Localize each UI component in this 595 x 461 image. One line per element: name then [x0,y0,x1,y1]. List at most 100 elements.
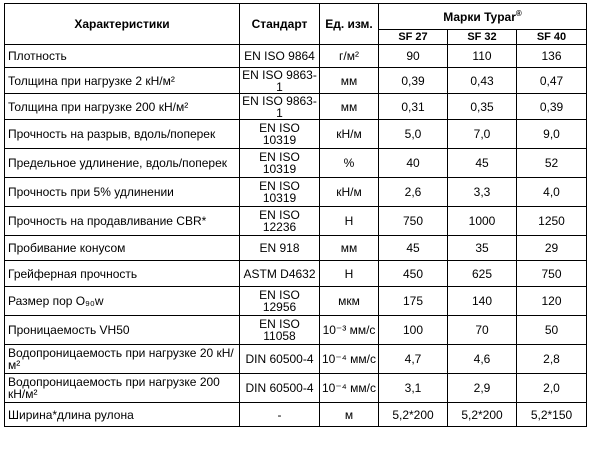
standard-cell: DIN 60500-4 [239,344,320,374]
brand-header: SF 40 [516,29,587,45]
standard-cell: EN ISO 10319 [239,148,320,178]
value-cell: 52 [516,148,587,178]
standard-header: Стандарт [239,3,320,45]
value-cell: 0,39 [516,93,587,120]
unit-cell: мм [319,93,379,120]
standard-cell: EN ISO 12236 [239,206,320,236]
feature-cell: Водопроницаемость при нагрузке 20 кН/м² [4,344,240,374]
value-cell: 35 [447,235,517,261]
feature-cell: Предельное удлинение, вдоль/поперек [4,148,240,178]
unit-cell: Н [319,260,379,287]
value-cell: 175 [378,286,448,316]
brands-header: Марки Typar® [378,3,587,30]
table-row: Размер пор O₉₀w EN ISO 12956 мкм 175 140 120 [4,286,587,316]
value-cell: 625 [447,260,517,287]
brand-header: SF 32 [447,29,517,45]
feature-cell: Размер пор O₉₀w [4,286,240,316]
unit-cell: мм [319,235,379,261]
feature-cell: Водопроницаемость при нагрузке 200 кН/м² [4,373,240,403]
brand-header: SF 27 [378,29,448,45]
table-body: Плотность EN ISO 9864 г/м² 90 110 136 Толщина … [4,44,587,427]
value-cell: 0,43 [447,67,517,94]
value-cell: 70 [447,315,517,345]
value-cell: 750 [378,206,448,236]
standard-cell: EN ISO 9863-1 [239,67,320,94]
value-cell: 40 [378,148,448,178]
table-row: Прочность на продавливание CBR* EN ISO 12… [4,206,587,236]
value-cell: 0,39 [378,67,448,94]
value-cell: 3,1 [378,373,448,403]
unit-cell: 10⁻⁴ мм/с [319,373,379,403]
feature-header: Характеристики [4,3,240,45]
feature-cell: Пробивание конусом [4,235,240,261]
unit-cell: мм [319,67,379,94]
value-cell: 750 [516,260,587,287]
value-cell: 9,0 [516,119,587,149]
value-cell: 0,47 [516,67,587,94]
value-cell: 450 [378,260,448,287]
standard-cell: EN ISO 10319 [239,119,320,149]
feature-cell: Прочность на продавливание CBR* [4,206,240,236]
unit-cell: кН/м [319,177,379,207]
value-cell: 140 [447,286,517,316]
unit-cell: 10⁻³ мм/с [319,315,379,345]
feature-cell: Прочность при 5% удлинении [4,177,240,207]
value-cell: 7,0 [447,119,517,149]
value-cell: 4,7 [378,344,448,374]
value-cell: 90 [378,44,448,68]
value-cell: 0,31 [378,93,448,120]
table-row: Проницаемость VH50 EN ISO 11058 10⁻³ мм/с 1… [4,315,587,345]
unit-cell: кН/м [319,119,379,149]
table-row: Прочность при 5% удлинении EN ISO 10319 кН… [4,177,587,207]
table-row: Толщина при нагрузке 200 кН/м² EN ISO 986… [4,93,587,120]
value-cell: 110 [447,44,517,68]
value-cell: 120 [516,286,587,316]
feature-cell: Проницаемость VH50 [4,315,240,345]
unit-cell: мкм [319,286,379,316]
value-cell: 100 [378,315,448,345]
table-row: Прочность на разрыв, вдоль/поперек EN ISO… [4,119,587,149]
value-cell: 2,9 [447,373,517,403]
table-row: Грейферная прочность ASTM D4632 Н 450 625 750 [4,260,587,287]
unit-cell: 10⁻⁴ мм/с [319,344,379,374]
value-cell: 5,2*200 [447,402,517,427]
value-cell: 4,6 [447,344,517,374]
standard-cell: EN ISO 10319 [239,177,320,207]
unit-cell: м [319,402,379,427]
value-cell: 5,2*200 [378,402,448,427]
brands-header-sup: ® [515,8,522,18]
value-cell: 2,6 [378,177,448,207]
value-cell: 5,2*150 [516,402,587,427]
standard-cell: EN 918 [239,235,320,261]
table-row: Ширина*длина рулона - м 5,2*200 5,2*200 5,2*1… [4,402,587,427]
feature-cell: Толщина при нагрузке 2 кН/м² [4,67,240,94]
specs-table: Характеристики Стандарт Ед. изм. Марки T… [4,3,587,427]
unit-cell: г/м² [319,44,379,68]
standard-cell: - [239,402,320,427]
feature-cell: Толщина при нагрузке 200 кН/м² [4,93,240,120]
value-cell: 50 [516,315,587,345]
value-cell: 45 [378,235,448,261]
feature-cell: Грейферная прочность [4,260,240,287]
header-row: Характеристики Стандарт Ед. изм. Марки T… [4,3,587,45]
value-cell: 0,35 [447,93,517,120]
value-cell: 45 [447,148,517,178]
feature-cell: Ширина*длина рулона [4,402,240,427]
unit-cell: % [319,148,379,178]
value-cell: 5,0 [378,119,448,149]
value-cell: 1250 [516,206,587,236]
unit-cell: Н [319,206,379,236]
unit-header: Ед. изм. [319,3,379,45]
brands-header-label: Марки Typar [443,9,516,24]
table-row: Плотность EN ISO 9864 г/м² 90 110 136 [4,44,587,68]
value-cell: 1000 [447,206,517,236]
value-cell: 2,8 [516,344,587,374]
standard-cell: EN ISO 12956 [239,286,320,316]
table-row: Предельное удлинение, вдоль/поперек EN IS… [4,148,587,178]
table-row: Толщина при нагрузке 2 кН/м² EN ISO 9863-… [4,67,587,94]
standard-cell: EN ISO 11058 [239,315,320,345]
standard-cell: ASTM D4632 [239,260,320,287]
feature-cell: Плотность [4,44,240,68]
table-row: Водопроницаемость при нагрузке 20 кН/м² D… [4,344,587,374]
value-cell: 136 [516,44,587,68]
